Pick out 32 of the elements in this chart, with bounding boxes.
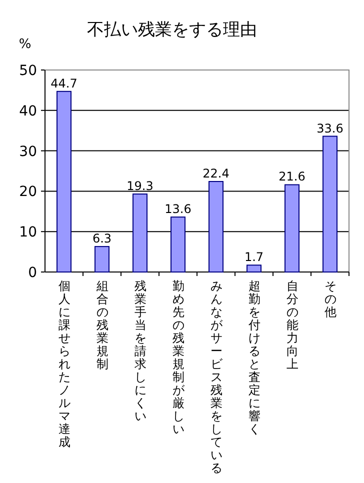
data-label: 21.6 [278,170,306,184]
bar [246,264,262,272]
category-label: 残業手当を請求しにくい [134,279,146,423]
bar [208,181,224,272]
y-tick-label: 10 [19,224,37,241]
bar [132,194,148,272]
y-tick-label: 50 [19,63,37,79]
y-tick-label: 0 [28,265,37,281]
category-label: みんながサービス残業をしている [210,279,222,475]
category-label: 個人に課せられたノルマ達成 [58,279,70,449]
bar [94,246,110,272]
category-label: 勤め先の残業規制が厳しい [172,279,184,436]
data-label: 19.3 [126,179,154,194]
x-tick-label: その他 [324,279,338,319]
bar [284,184,300,272]
chart-title: 不払い残業をする理由 [87,20,257,40]
y-tick-label: 40 [19,103,37,120]
x-tick-label: 組合の残業規制 [96,279,110,371]
x-tick-label: 自分の能力向上 [286,279,300,371]
data-label: 13.6 [164,202,192,216]
bar [322,136,338,272]
y-tick-label: 30 [19,144,37,160]
bar [56,90,72,272]
data-label: 1.7 [244,250,264,264]
y-axis-title: % [18,37,32,52]
data-label: 6.3 [92,232,112,246]
category-label: 超勤を付けると査定に響く [248,279,260,436]
bar [170,216,186,272]
data-label: 44.7 [50,76,78,90]
data-label: 22.4 [202,166,230,181]
data-label: 33.6 [316,121,344,136]
y-tick-label: 20 [19,184,37,200]
